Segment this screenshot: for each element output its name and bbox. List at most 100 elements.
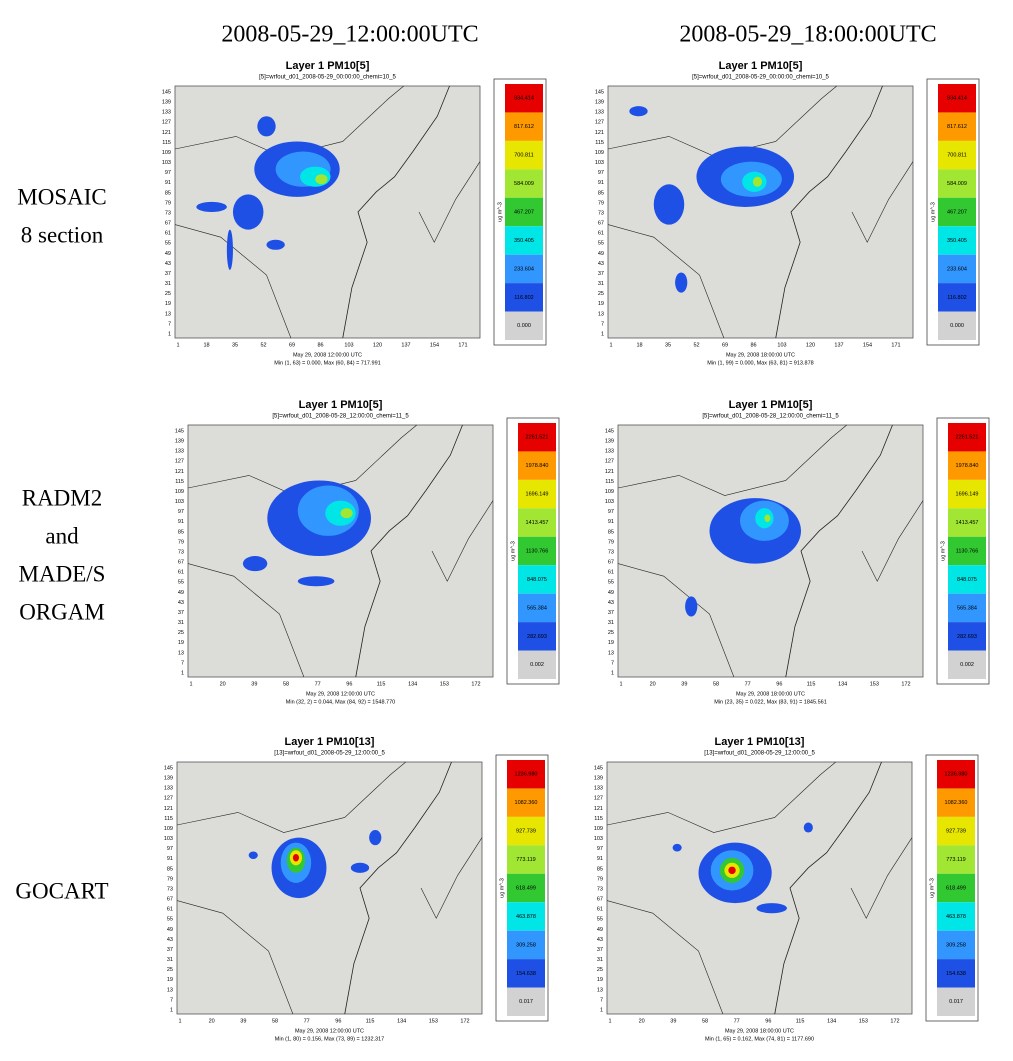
y-tick-label: 73 — [165, 210, 171, 216]
colorbar-segment — [938, 283, 976, 312]
y-tick-label: 91 — [597, 856, 603, 862]
y-tick-label: 43 — [598, 261, 604, 267]
colorbar-segment — [507, 959, 545, 988]
y-tick-label: 85 — [167, 866, 173, 872]
y-tick-label: 31 — [167, 957, 173, 963]
pm10-plume — [369, 830, 382, 846]
y-tick-label: 37 — [165, 271, 171, 277]
y-tick-label: 139 — [162, 100, 171, 106]
y-tick-label: 37 — [178, 610, 184, 616]
y-tick-label: 115 — [594, 816, 603, 822]
x-tick-label: 58 — [713, 681, 719, 687]
x-tick-label: 134 — [827, 1018, 836, 1024]
y-tick-label: 37 — [597, 947, 603, 953]
x-tick-label: 77 — [304, 1018, 310, 1024]
y-tick-label: 61 — [167, 907, 173, 913]
column-header: 2008-05-29_12:00:00UTC — [221, 22, 478, 48]
colorbar-label: 309.258 — [516, 942, 536, 948]
y-tick-label: 55 — [167, 917, 173, 923]
y-tick-label: 121 — [595, 130, 604, 136]
pm10-plume — [232, 194, 264, 230]
colorbar-label: 467.207 — [514, 209, 534, 215]
colorbar-segment — [507, 873, 545, 903]
y-tick-label: 97 — [598, 170, 604, 176]
min-max-label: Min (1, 65) = 0.162, Max (74, 81) = 1177… — [705, 1036, 814, 1042]
y-tick-label: 91 — [165, 180, 171, 186]
colorbar-segment — [948, 451, 986, 480]
colorbar-label: 0.000 — [517, 323, 531, 329]
y-tick-label: 97 — [165, 170, 171, 176]
colorbar-segment — [505, 311, 543, 340]
panel-subtitle: [13]=wrfout_d01_2008-05-29_12:00:00_5 — [274, 751, 385, 757]
panel-subtitle: [5]=wrfout_d01_2008-05-29_00:00:00_chemi… — [259, 75, 396, 81]
pm10-plume — [242, 556, 268, 572]
panel-title: Layer 1 PM10[5] — [719, 60, 803, 72]
y-tick-label: 139 — [605, 439, 614, 445]
border — [606, 837, 913, 1015]
y-tick-label: 7 — [170, 997, 173, 1003]
x-tick-label: 115 — [366, 1018, 375, 1024]
coastline — [785, 424, 893, 678]
colorbar-label: 1978.840 — [526, 463, 549, 469]
x-tick-label: 172 — [890, 1018, 899, 1024]
colorbar-label: 233.604 — [514, 266, 534, 272]
colorbar-label: 116.802 — [947, 295, 966, 301]
x-tick-label: 96 — [776, 681, 782, 687]
y-tick-label: 7 — [168, 321, 171, 327]
pm10-plume — [266, 239, 285, 250]
y-tick-label: 31 — [597, 957, 603, 963]
colorbar-segment — [948, 565, 986, 594]
row-label: GOCART — [15, 878, 108, 903]
y-tick-label: 121 — [594, 806, 603, 812]
x-tick-label: 69 — [722, 342, 728, 348]
unit-label: ug m^-3 — [940, 541, 946, 561]
y-tick-label: 121 — [175, 469, 184, 475]
x-tick-label: 103 — [777, 342, 786, 348]
colorbar-segment — [505, 226, 543, 255]
colorbar-label: 0.017 — [949, 999, 963, 1005]
colorbar-segment — [938, 226, 976, 255]
colorbar-label: 1130.766 — [956, 548, 979, 554]
y-tick-label: 7 — [600, 997, 603, 1003]
x-tick-label: 77 — [734, 1018, 740, 1024]
pm10-plume — [257, 116, 276, 137]
date-label: May 29, 2008 18:00:00 UTC — [736, 691, 805, 697]
colorbar-segment — [938, 169, 976, 198]
min-max-label: Min (1, 80) = 0.156, Max (73, 89) = 1232… — [275, 1036, 384, 1042]
x-tick-label: 1 — [619, 681, 622, 687]
y-tick-label: 19 — [597, 977, 603, 983]
y-tick-label: 73 — [178, 549, 184, 555]
pm10-plume — [728, 866, 736, 875]
min-max-label: Min (1, 99) = 0.000, Max (63, 81) = 913.… — [707, 360, 813, 366]
date-label: May 29, 2008 12:00:00 UTC — [293, 352, 362, 358]
panel-subtitle: [5]=wrfout_d01_2008-05-28_12:00:00_chemi… — [272, 414, 409, 420]
colorbar-label: 618.499 — [946, 885, 966, 891]
coastline — [344, 761, 452, 1015]
x-tick-label: 1 — [178, 1018, 181, 1024]
map-panel: Layer 1 PM10[5] [5]=wrfout_d01_2008-05-28… — [175, 399, 560, 705]
colorbar-segment — [938, 84, 976, 113]
colorbar-segment — [948, 423, 986, 452]
x-tick-label: 1 — [189, 681, 192, 687]
y-tick-label: 73 — [597, 886, 603, 892]
colorbar-label: 154.638 — [516, 971, 536, 977]
y-tick-label: 49 — [598, 251, 604, 257]
colorbar-segment — [505, 112, 543, 141]
y-tick-label: 133 — [162, 110, 171, 116]
y-tick-label: 79 — [608, 539, 614, 545]
y-tick-label: 103 — [605, 499, 614, 505]
colorbar-segment — [937, 959, 975, 988]
y-tick-label: 61 — [597, 907, 603, 913]
colorbar-label: 817.612 — [514, 124, 534, 130]
y-tick-label: 85 — [608, 529, 614, 535]
y-tick-label: 79 — [598, 200, 604, 206]
y-tick-label: 67 — [167, 897, 173, 903]
y-tick-label: 109 — [594, 826, 603, 832]
y-tick-label: 145 — [162, 89, 171, 95]
x-tick-label: 39 — [670, 1018, 676, 1024]
x-tick-label: 77 — [745, 681, 751, 687]
y-tick-label: 61 — [178, 570, 184, 576]
colorbar-label: 233.604 — [947, 266, 967, 272]
x-tick-label: 35 — [232, 342, 238, 348]
colorbar-segment — [505, 169, 543, 198]
